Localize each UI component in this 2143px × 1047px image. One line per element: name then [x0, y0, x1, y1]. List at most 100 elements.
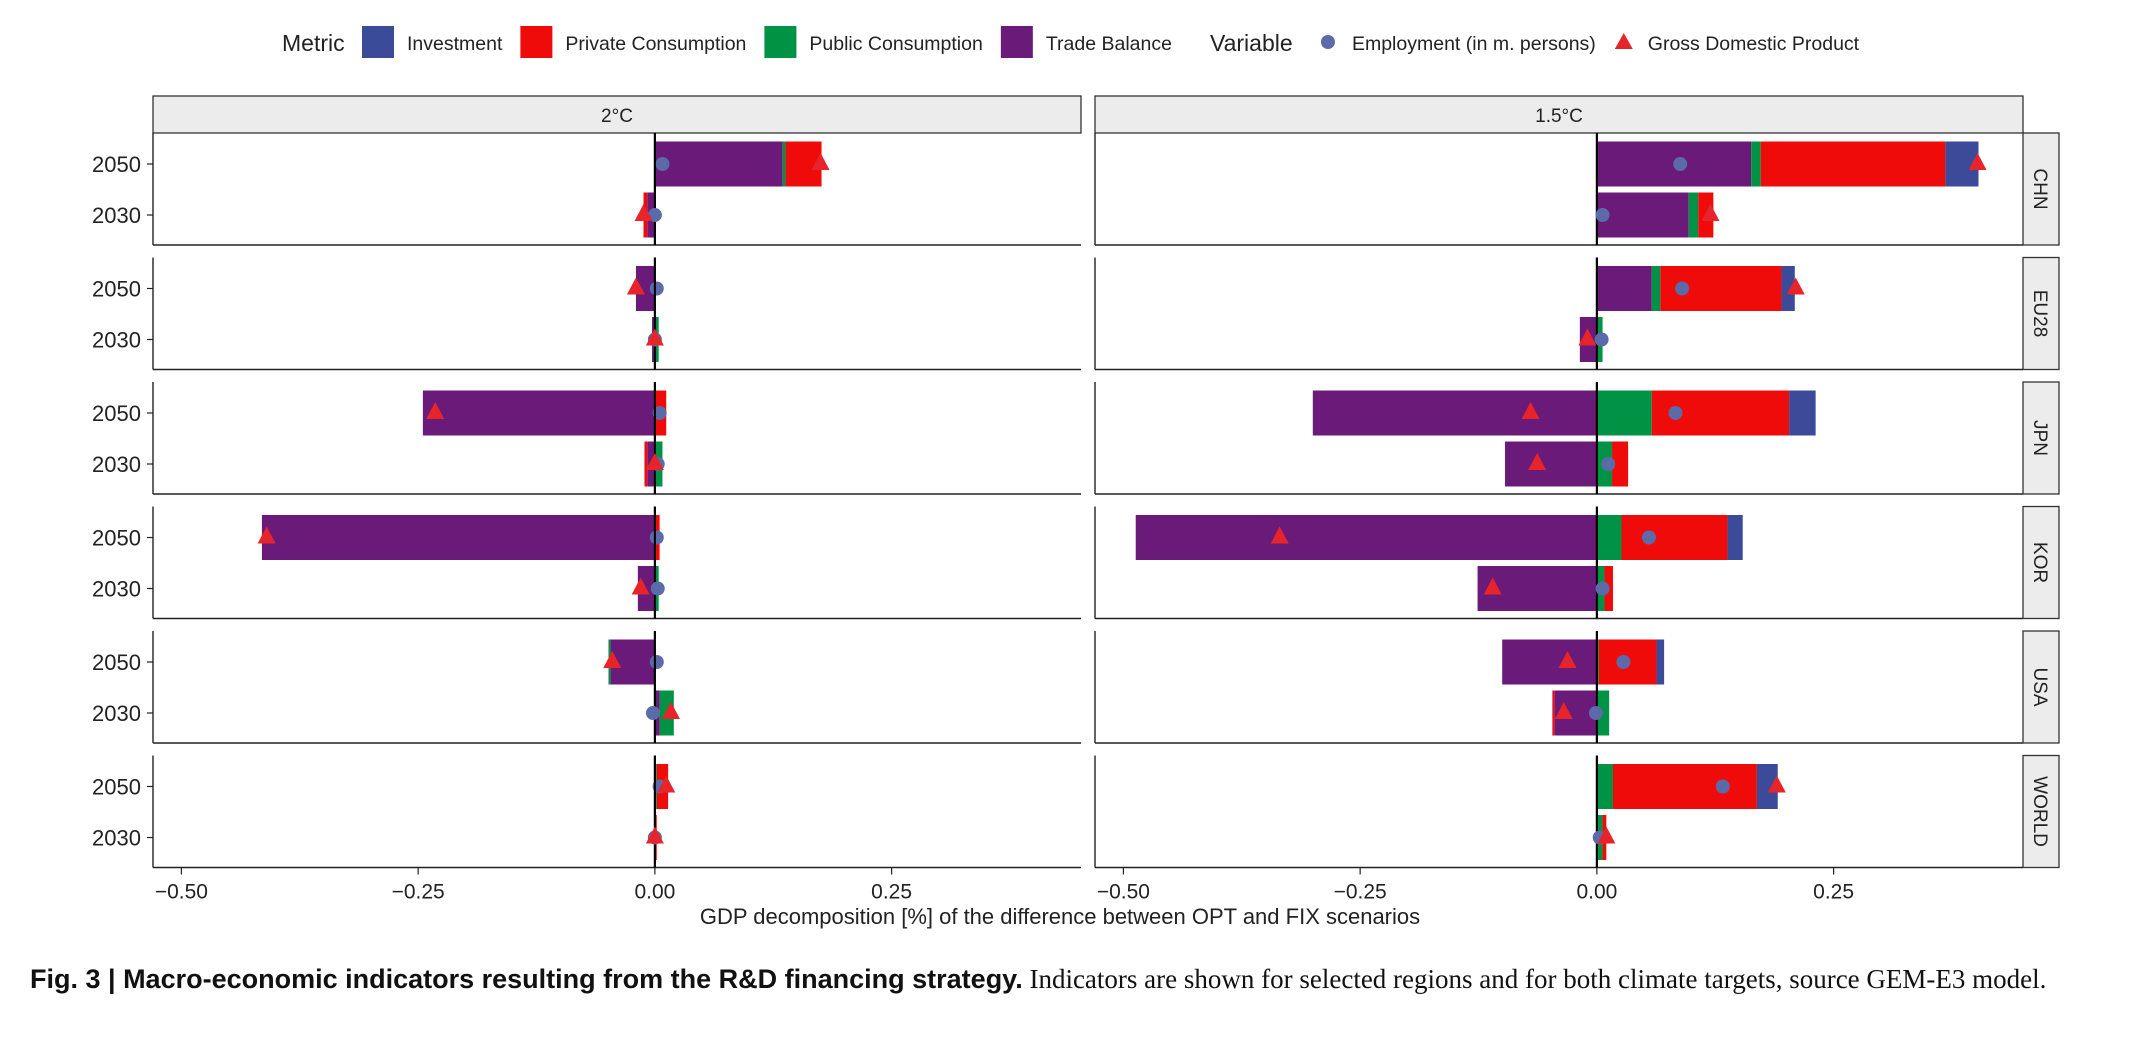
facet-chn: CHN [1094, 132, 2060, 246]
gdp-point-world-2050 [1767, 775, 1786, 793]
gdp-point-world-2050 [657, 775, 676, 793]
employment-point-chn-2050 [655, 157, 670, 171]
panel-strip-label: 2°C [601, 106, 633, 127]
y-tick-label: 2030 [92, 701, 141, 726]
region-strip [2022, 256, 2060, 371]
employment-point-usa-2050 [649, 655, 664, 669]
employment-point-usa-2030 [645, 706, 660, 720]
bar-investment-kor-2050 [1727, 515, 1743, 560]
employment-point-usa-2050 [1616, 655, 1631, 669]
employment-point-kor-2050 [1641, 530, 1656, 545]
legend-marker-employment [1320, 35, 1335, 49]
gdp-point-jpn-2030 [1528, 453, 1547, 470]
gdp-point-kor-2030 [631, 577, 650, 595]
facet-eu28: EU28 [1094, 256, 2060, 371]
gdp-point-kor-2030 [1483, 577, 1502, 595]
employment-point-eu28-2050 [1675, 281, 1690, 296]
employment-point-chn-2030 [1595, 208, 1610, 222]
y-tick-label: 2030 [92, 577, 141, 602]
gdp-point-chn-2030 [634, 204, 653, 221]
bar-trade-chn-2050 [654, 141, 783, 187]
x-tick-label: −0.25 [392, 881, 445, 904]
bar-public-chn-2030 [1688, 192, 1699, 238]
gdp-point-chn-2030 [1701, 204, 1720, 221]
figure-caption: Fig. 3 | Macro-economic indicators resul… [30, 960, 2120, 998]
bar-private-jpn-2030 [644, 441, 648, 487]
bar-public-world-2050 [1596, 764, 1613, 809]
region-strip-label: CHN [2029, 168, 2050, 209]
legend-swatch-investment [362, 26, 394, 58]
bar-public-kor-2050 [1596, 515, 1622, 560]
facet-kor: 2050 2030 [92, 506, 1081, 620]
gdp-point-jpn-2030 [645, 453, 664, 470]
employment-point-jpn-2050 [1668, 406, 1683, 420]
legend-marker-gdp [1614, 33, 1633, 49]
employment-point-kor-2030 [1595, 581, 1610, 596]
legend-label-gdp: Gross Domestic Product [1648, 33, 1860, 55]
facet-jpn: 2050 2030 [92, 382, 1081, 495]
legend-swatch-private [520, 26, 553, 58]
x-tick-label: −0.25 [1334, 881, 1387, 904]
facet-world: WORLD [1094, 754, 2060, 869]
bar-public-usa-2030 [1596, 690, 1610, 736]
gdp-point-usa-2030 [661, 702, 680, 719]
legend-swatch-trade [1000, 26, 1033, 58]
bar-private-jpn-2030 [1612, 441, 1629, 487]
bar-private-chn-2050 [1760, 141, 1946, 187]
region-strip [2022, 132, 2060, 246]
employment-point-world-2050 [1715, 779, 1730, 794]
employment-point-chn-2050 [1673, 157, 1688, 171]
y-tick-label: 2050 [92, 152, 141, 177]
bar-trade-kor-2050 [1135, 515, 1597, 560]
bar-trade-eu28-2050 [1596, 266, 1652, 311]
legend-title-variable: Variable [1210, 30, 1293, 56]
facet-world: 2050 2030 [92, 755, 1081, 869]
panel-strip [1094, 95, 2024, 134]
y-tick-label: 2050 [92, 277, 141, 302]
bar-trade-jpn-2050 [422, 390, 655, 436]
employment-point-chn-2030 [647, 208, 662, 222]
region-strip [2022, 754, 2060, 869]
bar-public-chn-2050 [1751, 141, 1761, 187]
gdp-point-chn-2050 [1968, 153, 1987, 170]
x-tick-label: 0.00 [634, 881, 675, 904]
bar-trade-eu28-2050 [635, 266, 655, 311]
facet-chn: 2050 2030 [92, 133, 1081, 246]
region-strip-label: KOR [2029, 542, 2050, 583]
gdp-point-kor-2050 [1270, 526, 1289, 544]
y-tick-label: 2030 [92, 452, 141, 477]
bar-private-usa-2030 [1552, 690, 1555, 736]
x-tick-label: −0.50 [155, 881, 208, 904]
gdp-point-usa-2050 [603, 651, 622, 668]
legend: Metric Investment Private Consumption Publi… [282, 26, 1860, 58]
legend-label-investment: Investment [407, 33, 503, 55]
gdp-point-chn-2050 [811, 153, 830, 170]
y-tick-label: 2050 [92, 775, 141, 800]
region-strip [2022, 630, 2060, 744]
bar-investment-world-2050 [1756, 764, 1778, 809]
gdp-point-world-2030 [645, 826, 664, 844]
x-tick-label: 0.00 [1576, 881, 1617, 904]
bar-public-chn-2050 [782, 141, 786, 187]
region-strip [2022, 505, 2060, 620]
gdp-point-usa-2050 [1558, 651, 1577, 668]
bar-public-jpn-2050 [1596, 390, 1652, 436]
y-tick-label: 2030 [92, 203, 141, 228]
x-tick-label: −0.50 [1097, 881, 1150, 904]
bar-trade-jpn-2030 [1505, 441, 1597, 487]
gdp-point-eu28-2030 [1578, 328, 1597, 346]
employment-point-eu28-2050 [649, 281, 664, 296]
employment-point-jpn-2030 [1601, 457, 1616, 471]
legend-title-metric: Metric [282, 30, 345, 56]
bar-investment-usa-2050 [1656, 639, 1665, 685]
legend-label-public: Public Consumption [809, 33, 982, 55]
region-strip-label: USA [2029, 667, 2050, 706]
bar-investment-eu28-2050 [1781, 266, 1795, 311]
gdp-point-jpn-2050 [1521, 402, 1540, 419]
panel-2c: 2°C2050203020502030205020302050203020502… [92, 95, 1082, 904]
y-tick-label: 2030 [92, 826, 141, 851]
facet-kor: KOR [1094, 505, 2060, 620]
figure-chart: Metric Investment Private Consumption Publi… [92, 26, 2060, 929]
y-tick-label: 2050 [92, 401, 141, 426]
x-tick-label: 0.25 [1813, 881, 1854, 904]
